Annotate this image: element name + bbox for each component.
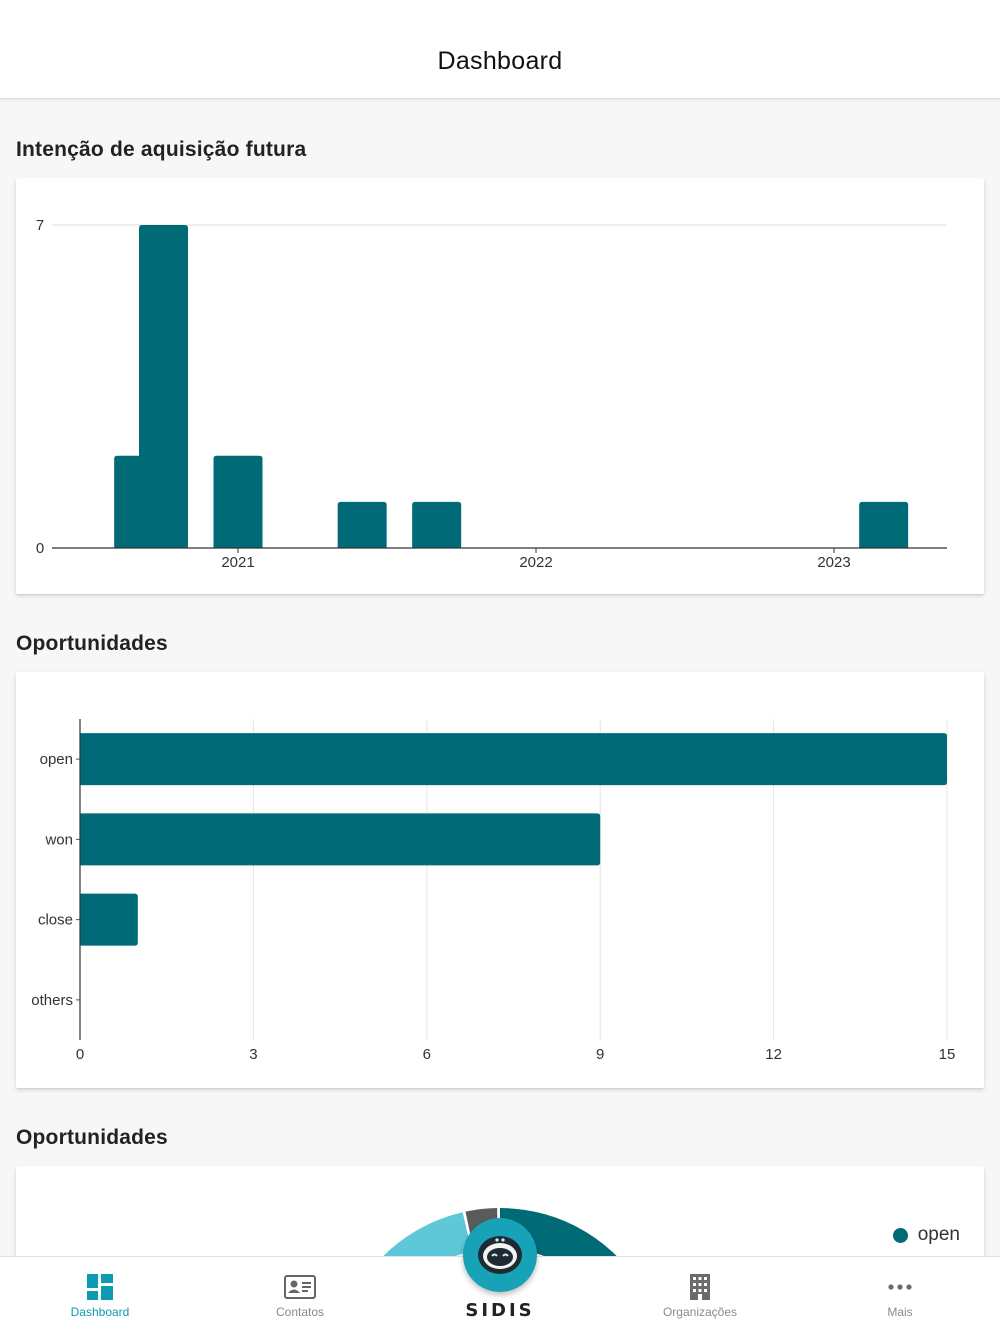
pie-legend[interactable]: open xyxy=(892,1224,960,1246)
tab-organizacoes[interactable]: Organizações xyxy=(600,1257,800,1335)
x-tick-label: 12 xyxy=(765,1046,782,1063)
y-tick-label: close xyxy=(38,912,73,929)
more-dots-icon xyxy=(888,1273,912,1301)
tab-label-organizacoes: Organizações xyxy=(662,1305,738,1319)
bar xyxy=(412,501,462,548)
tab-label-contatos: Contatos xyxy=(275,1305,325,1319)
dashboard-icon xyxy=(87,1273,113,1301)
x-tick-label: 9 xyxy=(596,1046,604,1063)
tab-contatos[interactable]: Contatos xyxy=(200,1257,400,1335)
bar xyxy=(213,455,263,548)
tab-mais[interactable]: Mais xyxy=(800,1257,1000,1335)
tab-dashboard[interactable]: Dashboard xyxy=(0,1257,200,1335)
bar xyxy=(337,501,387,548)
x-tick-label: 3 xyxy=(249,1046,257,1063)
robot-assistant-icon xyxy=(478,1236,522,1274)
section-title-oportunidades-pie: Oportunidades xyxy=(16,1126,168,1149)
bar xyxy=(80,733,947,786)
bar xyxy=(859,501,909,548)
chart-card-intencao: 7 0 2021 2022 2023 xyxy=(16,178,984,594)
page-title: Dashboard xyxy=(437,47,563,75)
y-tick-label: 0 xyxy=(36,540,44,557)
chart-card-oportunidades: 0 3 6 9 12 15 open won close others xyxy=(16,672,984,1088)
legend-dot-open xyxy=(892,1227,908,1243)
assistant-button[interactable] xyxy=(463,1218,537,1292)
x-tick-label: 15 xyxy=(939,1046,956,1063)
x-tick-label: 2021 xyxy=(221,554,254,571)
intencao-bar-chart: 7 0 2021 2022 2023 xyxy=(36,217,947,571)
section-title-intencao: Intenção de aquisição futura xyxy=(16,138,307,161)
bar xyxy=(139,225,188,548)
y-tick-label: others xyxy=(31,992,73,1009)
building-icon xyxy=(690,1273,710,1301)
oportunidades-horizontal-bar-chart: 0 3 6 9 12 15 open won close others xyxy=(31,719,956,1063)
tab-label-mais: Mais xyxy=(887,1305,913,1319)
section-title-oportunidades: Oportunidades xyxy=(16,632,168,655)
x-tick-label: 2022 xyxy=(519,554,552,571)
tab-label-dashboard: Dashboard xyxy=(70,1305,130,1319)
brand-logo: SIDIS xyxy=(465,1300,535,1321)
bar xyxy=(80,893,138,946)
y-tick-label: open xyxy=(40,751,73,768)
y-tick-label: 7 xyxy=(36,217,44,234)
contact-card-icon xyxy=(284,1273,316,1301)
x-tick-label: 0 xyxy=(76,1046,84,1063)
y-tick-label: won xyxy=(44,831,73,848)
legend-label-open: open xyxy=(917,1224,960,1245)
x-tick-label: 2023 xyxy=(817,554,850,571)
x-tick-label: 6 xyxy=(423,1046,431,1063)
bottom-tab-bar: Dashboard Contatos xyxy=(0,1256,1000,1335)
bar xyxy=(80,813,601,866)
app-header: Dashboard xyxy=(0,0,1000,99)
